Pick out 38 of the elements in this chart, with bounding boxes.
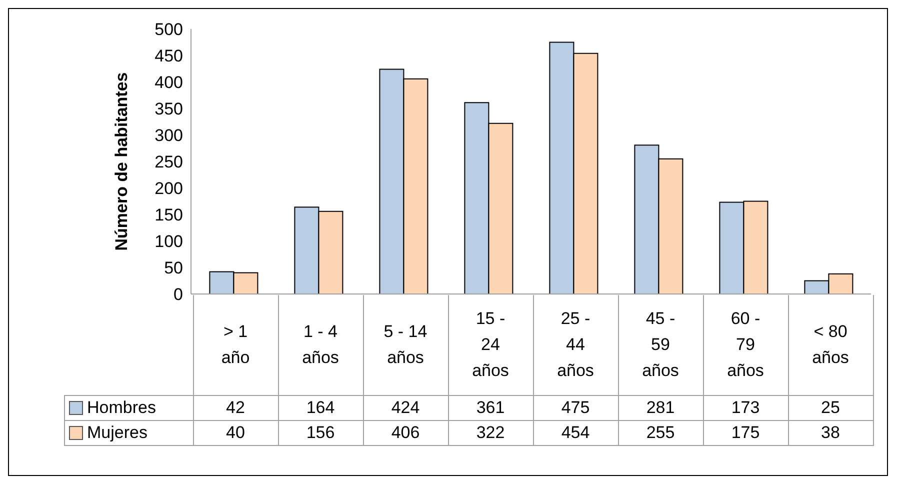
data-label: 406 [363,420,448,445]
data-label: 454 [533,420,618,445]
y-tick-label: 450 [154,46,183,66]
x-tick-label: 15 - 24 años [448,295,533,395]
x-tick-label: > 1 año [193,295,278,395]
data-label: 164 [278,395,363,420]
x-tick-label: 45 - 59 años [618,295,703,395]
x-tick-label: 1 - 4 años [278,295,363,395]
data-label: 322 [448,420,533,445]
data-label: 361 [448,395,533,420]
legend-label: Mujeres [64,420,193,445]
data-label: 281 [618,395,703,420]
data-label: 42 [193,395,278,420]
data-label: 475 [533,395,618,420]
data-label: 40 [193,420,278,445]
data-label: 255 [618,420,703,445]
x-tick-label: < 80 años [788,295,873,395]
y-tick-label: 500 [154,20,183,40]
x-tick-label: 60 - 79 años [703,295,788,395]
y-tick-label: 350 [154,100,183,119]
data-label: 424 [363,395,448,420]
x-tick-label: 5 - 14 años [363,295,448,395]
data-label: 38 [788,420,873,445]
x-tick-label: 25 - 44 años [533,295,618,395]
data-label: 25 [788,395,873,420]
y-tick-label: 200 [154,179,183,198]
data-label: 173 [703,395,788,420]
y-axis-title: Número de habitantes [112,72,132,251]
y-tick-label: 100 [154,232,183,252]
y-tick-label: 150 [154,206,183,225]
y-tick-label: 0 [174,285,183,304]
y-tick-label: 400 [154,73,183,92]
y-tick-label: 300 [154,126,183,146]
data-label: 175 [703,420,788,445]
y-tick-label: 50 [164,258,183,278]
legend-label: Hombres [64,395,193,420]
y-tick-label: 250 [154,152,183,172]
data-label: 156 [278,420,363,445]
